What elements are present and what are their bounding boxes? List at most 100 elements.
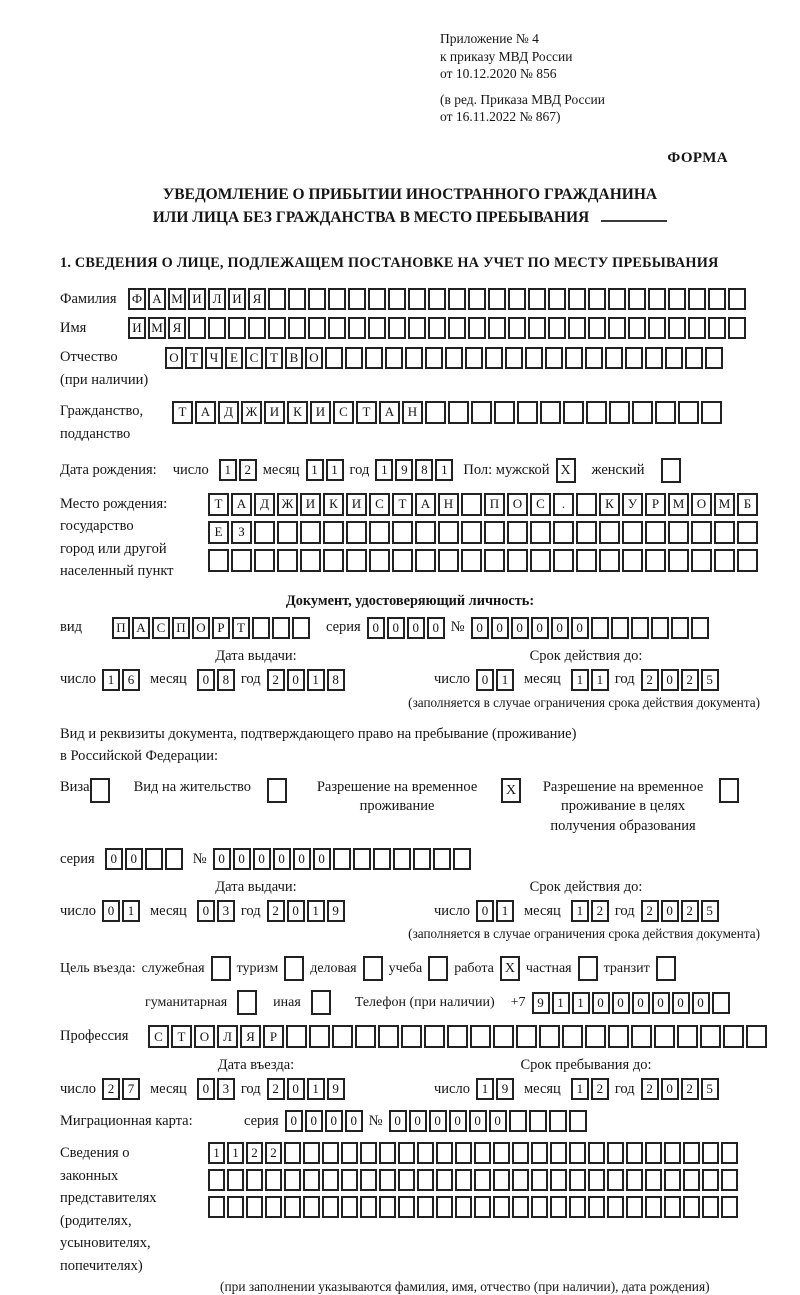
char-cell[interactable] (272, 616, 290, 639)
char-cell[interactable] (654, 1025, 675, 1049)
char-cell[interactable]: 0 (408, 1110, 427, 1133)
char-cell[interactable]: 1 (375, 459, 394, 482)
char-cell[interactable]: 2 (266, 1078, 285, 1101)
char-cell[interactable] (452, 848, 471, 871)
char-cell[interactable] (448, 288, 466, 311)
purpose-official-checkbox[interactable] (210, 956, 231, 982)
char-cell[interactable] (550, 1196, 567, 1219)
char-cell[interactable] (563, 400, 584, 424)
char-cell[interactable]: С (152, 616, 170, 639)
char-cell[interactable] (227, 1169, 244, 1192)
char-cell[interactable]: 0 (428, 1110, 447, 1133)
char-cell[interactable]: Я (248, 288, 266, 311)
residence-permit-checkbox[interactable] (267, 777, 288, 803)
char-cell[interactable]: 1 (218, 459, 237, 482)
char-cell[interactable] (488, 317, 506, 340)
char-cell[interactable] (512, 1142, 529, 1165)
char-cell[interactable] (385, 347, 403, 370)
char-cell[interactable] (461, 492, 482, 516)
char-cell[interactable] (737, 520, 758, 544)
char-cell[interactable]: М (668, 492, 689, 516)
char-cell[interactable] (461, 548, 482, 572)
char-cell[interactable] (668, 520, 689, 544)
char-cell[interactable] (550, 1169, 567, 1192)
char-cell[interactable]: 1 (570, 900, 589, 923)
char-cell[interactable]: Т (392, 492, 413, 516)
char-cell[interactable] (528, 1110, 547, 1133)
char-cell[interactable] (447, 1025, 468, 1049)
char-cell[interactable] (300, 548, 321, 572)
char-cell[interactable] (401, 1025, 422, 1049)
char-cell[interactable]: 0 (660, 900, 679, 923)
char-cell[interactable]: 0 (406, 616, 425, 639)
char-cell[interactable] (438, 548, 459, 572)
char-cell[interactable] (328, 317, 346, 340)
char-cell[interactable]: 8 (326, 668, 345, 691)
char-cell[interactable] (292, 616, 310, 639)
purpose-humanitarian-checkbox[interactable] (237, 990, 258, 1016)
char-cell[interactable] (714, 520, 735, 544)
char-cell[interactable] (531, 1196, 548, 1219)
char-cell[interactable] (508, 1110, 527, 1133)
char-cell[interactable] (348, 317, 366, 340)
char-cell[interactable]: П (172, 616, 190, 639)
char-cell[interactable]: С (530, 492, 551, 516)
char-cell[interactable]: К (599, 492, 620, 516)
char-cell[interactable] (360, 1142, 377, 1165)
char-cell[interactable] (144, 848, 163, 871)
sex-male-checkbox[interactable]: X (555, 457, 576, 483)
char-cell[interactable] (332, 1025, 353, 1049)
char-cell[interactable]: 1 (208, 1142, 225, 1165)
char-cell[interactable]: З (231, 520, 252, 544)
char-cell[interactable]: А (132, 616, 150, 639)
char-cell[interactable]: 2 (246, 1142, 263, 1165)
char-cell[interactable] (252, 616, 270, 639)
char-cell[interactable]: О (305, 347, 323, 370)
char-cell[interactable] (585, 347, 603, 370)
char-cell[interactable]: 1 (306, 1078, 325, 1101)
char-cell[interactable]: 0 (470, 616, 489, 639)
char-cell[interactable]: 0 (196, 668, 215, 691)
char-cell[interactable]: 9 (495, 1078, 514, 1101)
purpose-study-checkbox[interactable] (428, 956, 449, 982)
char-cell[interactable] (548, 317, 566, 340)
char-cell[interactable] (494, 400, 515, 424)
char-cell[interactable]: 0 (691, 991, 710, 1014)
char-cell[interactable] (688, 317, 706, 340)
char-cell[interactable]: С (148, 1025, 169, 1049)
char-cell[interactable] (610, 616, 629, 639)
char-cell[interactable]: 6 (121, 668, 140, 691)
char-cell[interactable] (626, 1142, 643, 1165)
char-cell[interactable]: 0 (631, 991, 650, 1014)
char-cell[interactable] (455, 1169, 472, 1192)
char-cell[interactable] (576, 492, 597, 516)
char-cell[interactable] (436, 1142, 453, 1165)
char-cell[interactable]: 0 (468, 1110, 487, 1133)
char-cell[interactable]: Я (168, 317, 186, 340)
char-cell[interactable] (309, 1025, 330, 1049)
char-cell[interactable] (607, 1142, 624, 1165)
char-cell[interactable]: 0 (488, 1110, 507, 1133)
char-cell[interactable] (505, 347, 523, 370)
char-cell[interactable] (702, 1142, 719, 1165)
char-cell[interactable] (286, 1025, 307, 1049)
char-cell[interactable] (625, 347, 643, 370)
char-cell[interactable]: 1 (305, 459, 324, 482)
char-cell[interactable] (700, 1025, 721, 1049)
char-cell[interactable]: Н (438, 492, 459, 516)
char-cell[interactable] (586, 400, 607, 424)
char-cell[interactable] (346, 548, 367, 572)
char-cell[interactable]: 0 (324, 1110, 343, 1133)
char-cell[interactable]: 0 (660, 668, 679, 691)
char-cell[interactable]: Е (208, 520, 229, 544)
temp-residence-education-checkbox[interactable] (719, 777, 740, 803)
char-cell[interactable]: М (148, 317, 166, 340)
char-cell[interactable] (608, 1025, 629, 1049)
char-cell[interactable] (568, 288, 586, 311)
char-cell[interactable] (517, 400, 538, 424)
char-cell[interactable] (428, 317, 446, 340)
char-cell[interactable]: 0 (530, 616, 549, 639)
char-cell[interactable]: 1 (227, 1142, 244, 1165)
char-cell[interactable]: И (310, 400, 331, 424)
char-cell[interactable] (369, 520, 390, 544)
